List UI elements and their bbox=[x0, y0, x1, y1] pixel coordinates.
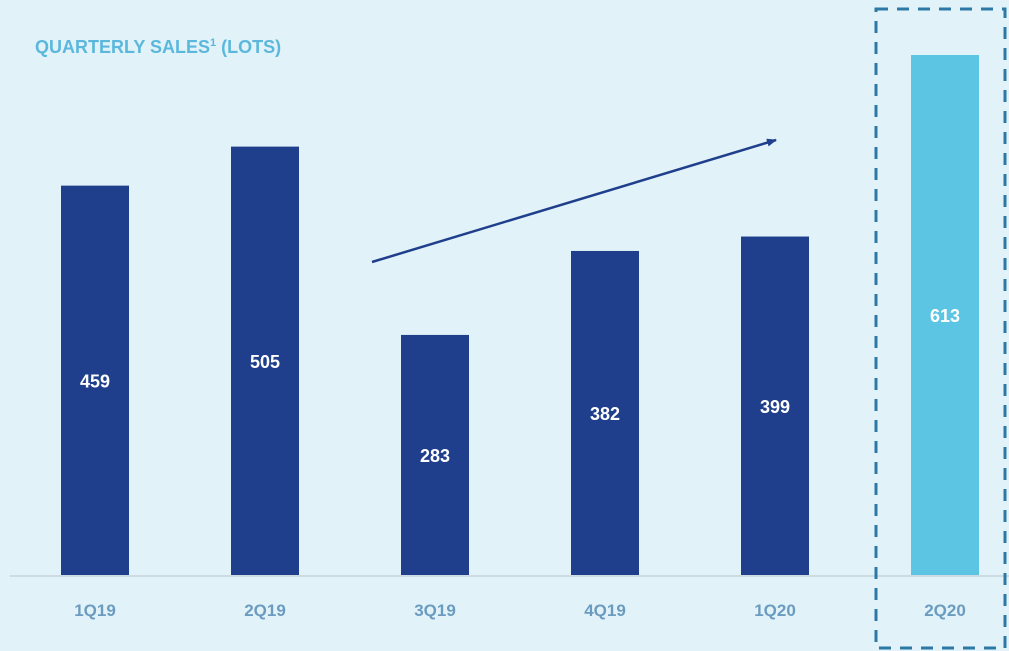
value-label: 399 bbox=[760, 397, 790, 417]
chart-title: QUARTERLY SALES1 (LOTS) bbox=[35, 37, 281, 57]
trend-arrow bbox=[371, 138, 777, 264]
title-main: QUARTERLY SALES bbox=[35, 37, 210, 57]
bar bbox=[61, 185, 129, 575]
value-label: 459 bbox=[80, 371, 110, 391]
x-tick-label: 3Q19 bbox=[414, 601, 456, 620]
bar bbox=[401, 334, 469, 575]
bar bbox=[741, 236, 809, 575]
title-suffix: (LOTS) bbox=[221, 37, 281, 57]
highlight-box bbox=[874, 7, 1007, 650]
x-tick-label: 1Q19 bbox=[74, 601, 116, 620]
value-label: 382 bbox=[590, 404, 620, 424]
title-footnote: 1 bbox=[210, 37, 216, 49]
x-tick-label: 2Q19 bbox=[244, 601, 286, 620]
bar bbox=[911, 55, 979, 575]
value-label: 613 bbox=[930, 306, 960, 326]
x-tick-label: 2Q20 bbox=[924, 601, 966, 620]
bar bbox=[571, 250, 639, 575]
x-tick-label: 4Q19 bbox=[584, 601, 626, 620]
x-tick-label: 1Q20 bbox=[754, 601, 796, 620]
value-label: 283 bbox=[420, 446, 450, 466]
value-label: 505 bbox=[250, 352, 280, 372]
bar bbox=[231, 146, 299, 576]
